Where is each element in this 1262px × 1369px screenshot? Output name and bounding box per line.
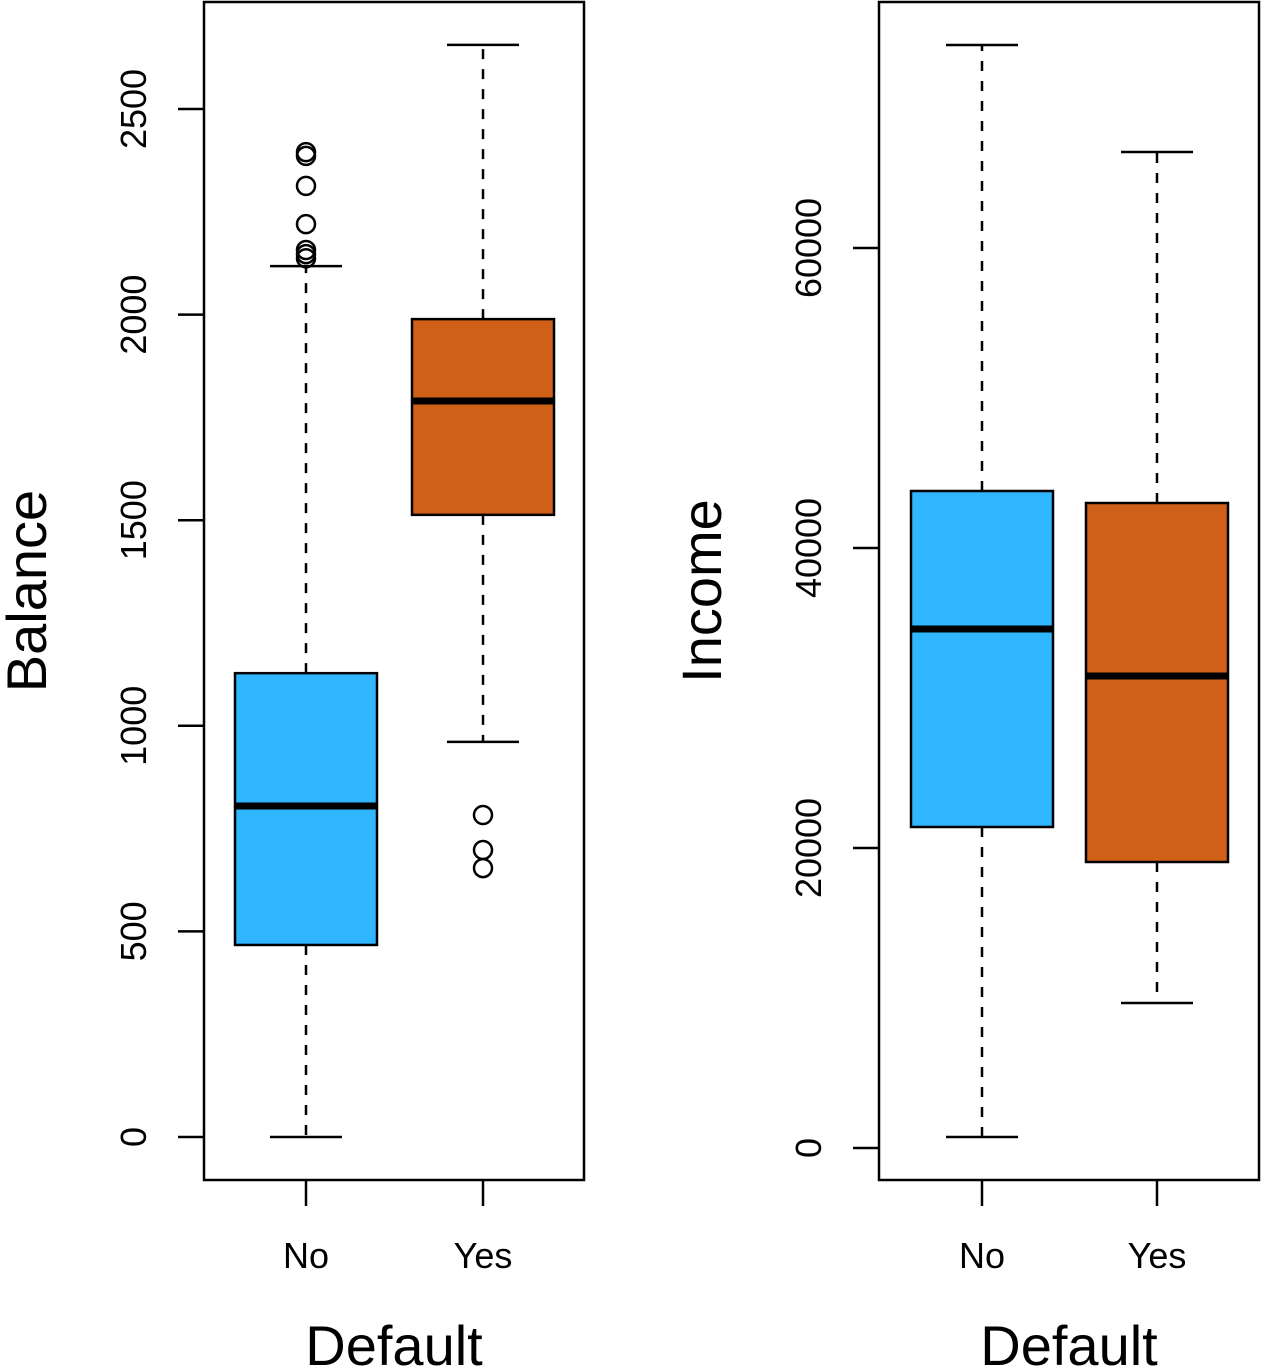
income-y-tick-label: 60000 — [788, 198, 829, 298]
balance-y-tick-label: 1000 — [113, 686, 154, 766]
income-plot-frame — [877, 0, 1261, 1182]
balance-no-outlier-point — [295, 175, 317, 197]
balance-no-outlier-point — [295, 141, 317, 163]
income-y-tick-label: 20000 — [788, 798, 829, 898]
balance-plot-frame — [202, 0, 586, 1182]
balance-yes-outlier-point — [472, 839, 494, 861]
income-yes-box — [1084, 501, 1230, 864]
balance-y-tick-label: 2000 — [113, 275, 154, 355]
balance-x-axis-title: Default — [305, 1314, 483, 1369]
income-x-tick-label: No — [959, 1235, 1005, 1276]
balance-y-tick-label: 0 — [113, 1127, 154, 1147]
balance-no-outlier-point — [295, 239, 317, 261]
balance-y-tick-label: 2500 — [113, 69, 154, 149]
income-no-box — [909, 489, 1055, 829]
income-x-tick-label: Yes — [1128, 1235, 1187, 1276]
balance-yes-box — [410, 317, 556, 517]
balance-x-tick-label: No — [283, 1235, 329, 1276]
balance-no-outlier-point — [295, 243, 317, 265]
balance-yes-outlier-point — [472, 804, 494, 826]
balance-y-tick-label: 1500 — [113, 480, 154, 560]
income-y-axis-title: Income — [670, 499, 733, 683]
balance-y-tick-label: 500 — [113, 901, 154, 961]
balance-x-tick-label: Yes — [454, 1235, 513, 1276]
balance-panel: Balance Default 0 500 1000 1500 2000 2500 No Ye… — [0, 0, 586, 1369]
balance-y-axis-title: Balance — [0, 490, 58, 692]
income-y-tick-label: 40000 — [788, 498, 829, 598]
balance-yes-outlier-point — [472, 857, 494, 879]
income-y-tick-label: 0 — [788, 1138, 829, 1158]
income-panel: Income Default 0 20000 40000 60000 No Yes — [670, 0, 1261, 1369]
balance-no-outlier-point — [295, 213, 317, 235]
income-x-axis-title: Default — [980, 1314, 1158, 1369]
